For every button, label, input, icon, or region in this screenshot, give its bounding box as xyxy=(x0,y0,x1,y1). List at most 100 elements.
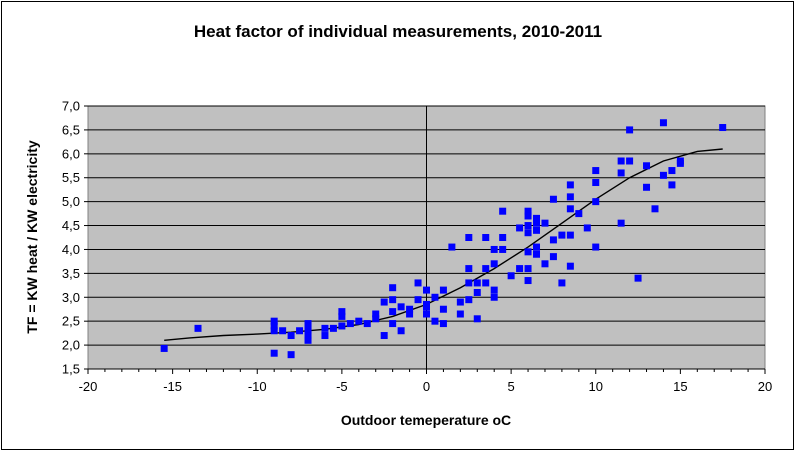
data-point xyxy=(431,317,439,325)
y-tick-label: 4,5 xyxy=(62,218,80,233)
y-tick-label: 5,0 xyxy=(62,194,80,209)
data-point xyxy=(516,224,524,232)
data-point xyxy=(270,317,278,325)
data-point xyxy=(659,171,667,179)
data-point xyxy=(406,310,414,318)
trend-line xyxy=(164,148,723,341)
x-axis-ticks: -20 -15 -10 -5 0 5 10 15 20 xyxy=(79,368,772,394)
data-point xyxy=(321,324,329,332)
y-tick-label: 3,0 xyxy=(62,290,80,305)
data-point xyxy=(499,207,507,215)
data-point xyxy=(643,162,651,170)
data-point xyxy=(617,219,625,227)
data-point xyxy=(617,169,625,177)
data-point xyxy=(287,332,295,340)
data-point xyxy=(566,181,574,189)
x-tick-label: 15 xyxy=(673,379,687,394)
data-point xyxy=(397,303,405,311)
x-axis-title: Outdoor temeperature oC xyxy=(341,412,511,428)
data-point xyxy=(651,205,659,213)
data-point xyxy=(465,234,473,241)
y-tick-label: 5,5 xyxy=(62,170,80,185)
data-points xyxy=(160,119,727,359)
data-point xyxy=(355,317,363,325)
data-point xyxy=(634,274,642,282)
data-point xyxy=(482,279,490,287)
y-tick-label: 6,0 xyxy=(62,146,80,161)
data-point xyxy=(304,332,312,340)
data-point xyxy=(482,234,490,241)
data-point xyxy=(507,272,515,280)
data-point xyxy=(592,243,600,251)
data-point xyxy=(490,260,498,268)
data-point xyxy=(465,279,473,287)
data-point xyxy=(719,124,727,132)
data-point xyxy=(389,296,397,304)
y-tick-label: 2,5 xyxy=(62,314,80,329)
data-point xyxy=(549,236,557,244)
data-point xyxy=(194,324,202,332)
data-point xyxy=(626,157,634,165)
data-point xyxy=(304,336,312,344)
data-point xyxy=(389,284,397,292)
data-point xyxy=(346,320,354,328)
y-tick-label: 7,0 xyxy=(62,99,80,114)
data-point xyxy=(592,167,600,175)
data-point xyxy=(566,193,574,201)
data-point xyxy=(321,332,329,340)
data-point xyxy=(490,286,498,294)
data-point xyxy=(617,157,625,165)
data-point xyxy=(524,265,532,273)
data-point xyxy=(524,222,532,230)
data-point xyxy=(643,183,651,191)
data-point xyxy=(473,279,481,287)
data-point xyxy=(499,245,507,253)
data-point xyxy=(372,310,380,318)
data-point xyxy=(270,349,278,357)
data-point xyxy=(533,243,541,251)
data-point xyxy=(533,219,541,227)
data-point xyxy=(160,344,168,352)
data-point xyxy=(575,210,583,218)
y-tick-label: 3,5 xyxy=(62,266,80,281)
data-point xyxy=(329,324,337,332)
data-point xyxy=(439,320,447,328)
data-point xyxy=(558,279,566,287)
data-point xyxy=(566,262,574,270)
data-point xyxy=(296,327,304,335)
y-tick-label: 1,5 xyxy=(62,362,80,377)
data-point xyxy=(592,198,600,206)
data-point xyxy=(524,229,532,237)
x-tick-label: 5 xyxy=(508,379,515,394)
data-point xyxy=(389,320,397,328)
y-tick-label: 4,0 xyxy=(62,242,80,257)
chart-title: Heat factor of individual measurements, … xyxy=(194,22,602,41)
data-point xyxy=(423,286,430,294)
data-point xyxy=(473,315,481,323)
data-point xyxy=(668,181,676,189)
x-tick-label: 10 xyxy=(589,379,603,394)
data-point xyxy=(465,296,473,304)
data-point xyxy=(406,305,414,313)
data-point xyxy=(516,265,524,273)
data-point xyxy=(456,298,464,306)
x-tick-label: 20 xyxy=(758,379,772,394)
data-point xyxy=(549,195,557,203)
data-point xyxy=(524,248,532,256)
data-point xyxy=(592,179,600,187)
data-point xyxy=(270,322,278,330)
data-point xyxy=(338,308,346,316)
data-point xyxy=(541,219,549,227)
data-point xyxy=(549,253,557,261)
data-point xyxy=(439,305,447,313)
data-point xyxy=(279,327,287,335)
data-point xyxy=(363,320,371,328)
data-point xyxy=(372,315,380,323)
data-point xyxy=(439,286,447,294)
data-point xyxy=(583,224,591,232)
data-point xyxy=(558,231,566,239)
data-point xyxy=(431,293,439,301)
data-point xyxy=(676,159,684,167)
data-point xyxy=(533,214,541,222)
data-point xyxy=(668,167,676,175)
